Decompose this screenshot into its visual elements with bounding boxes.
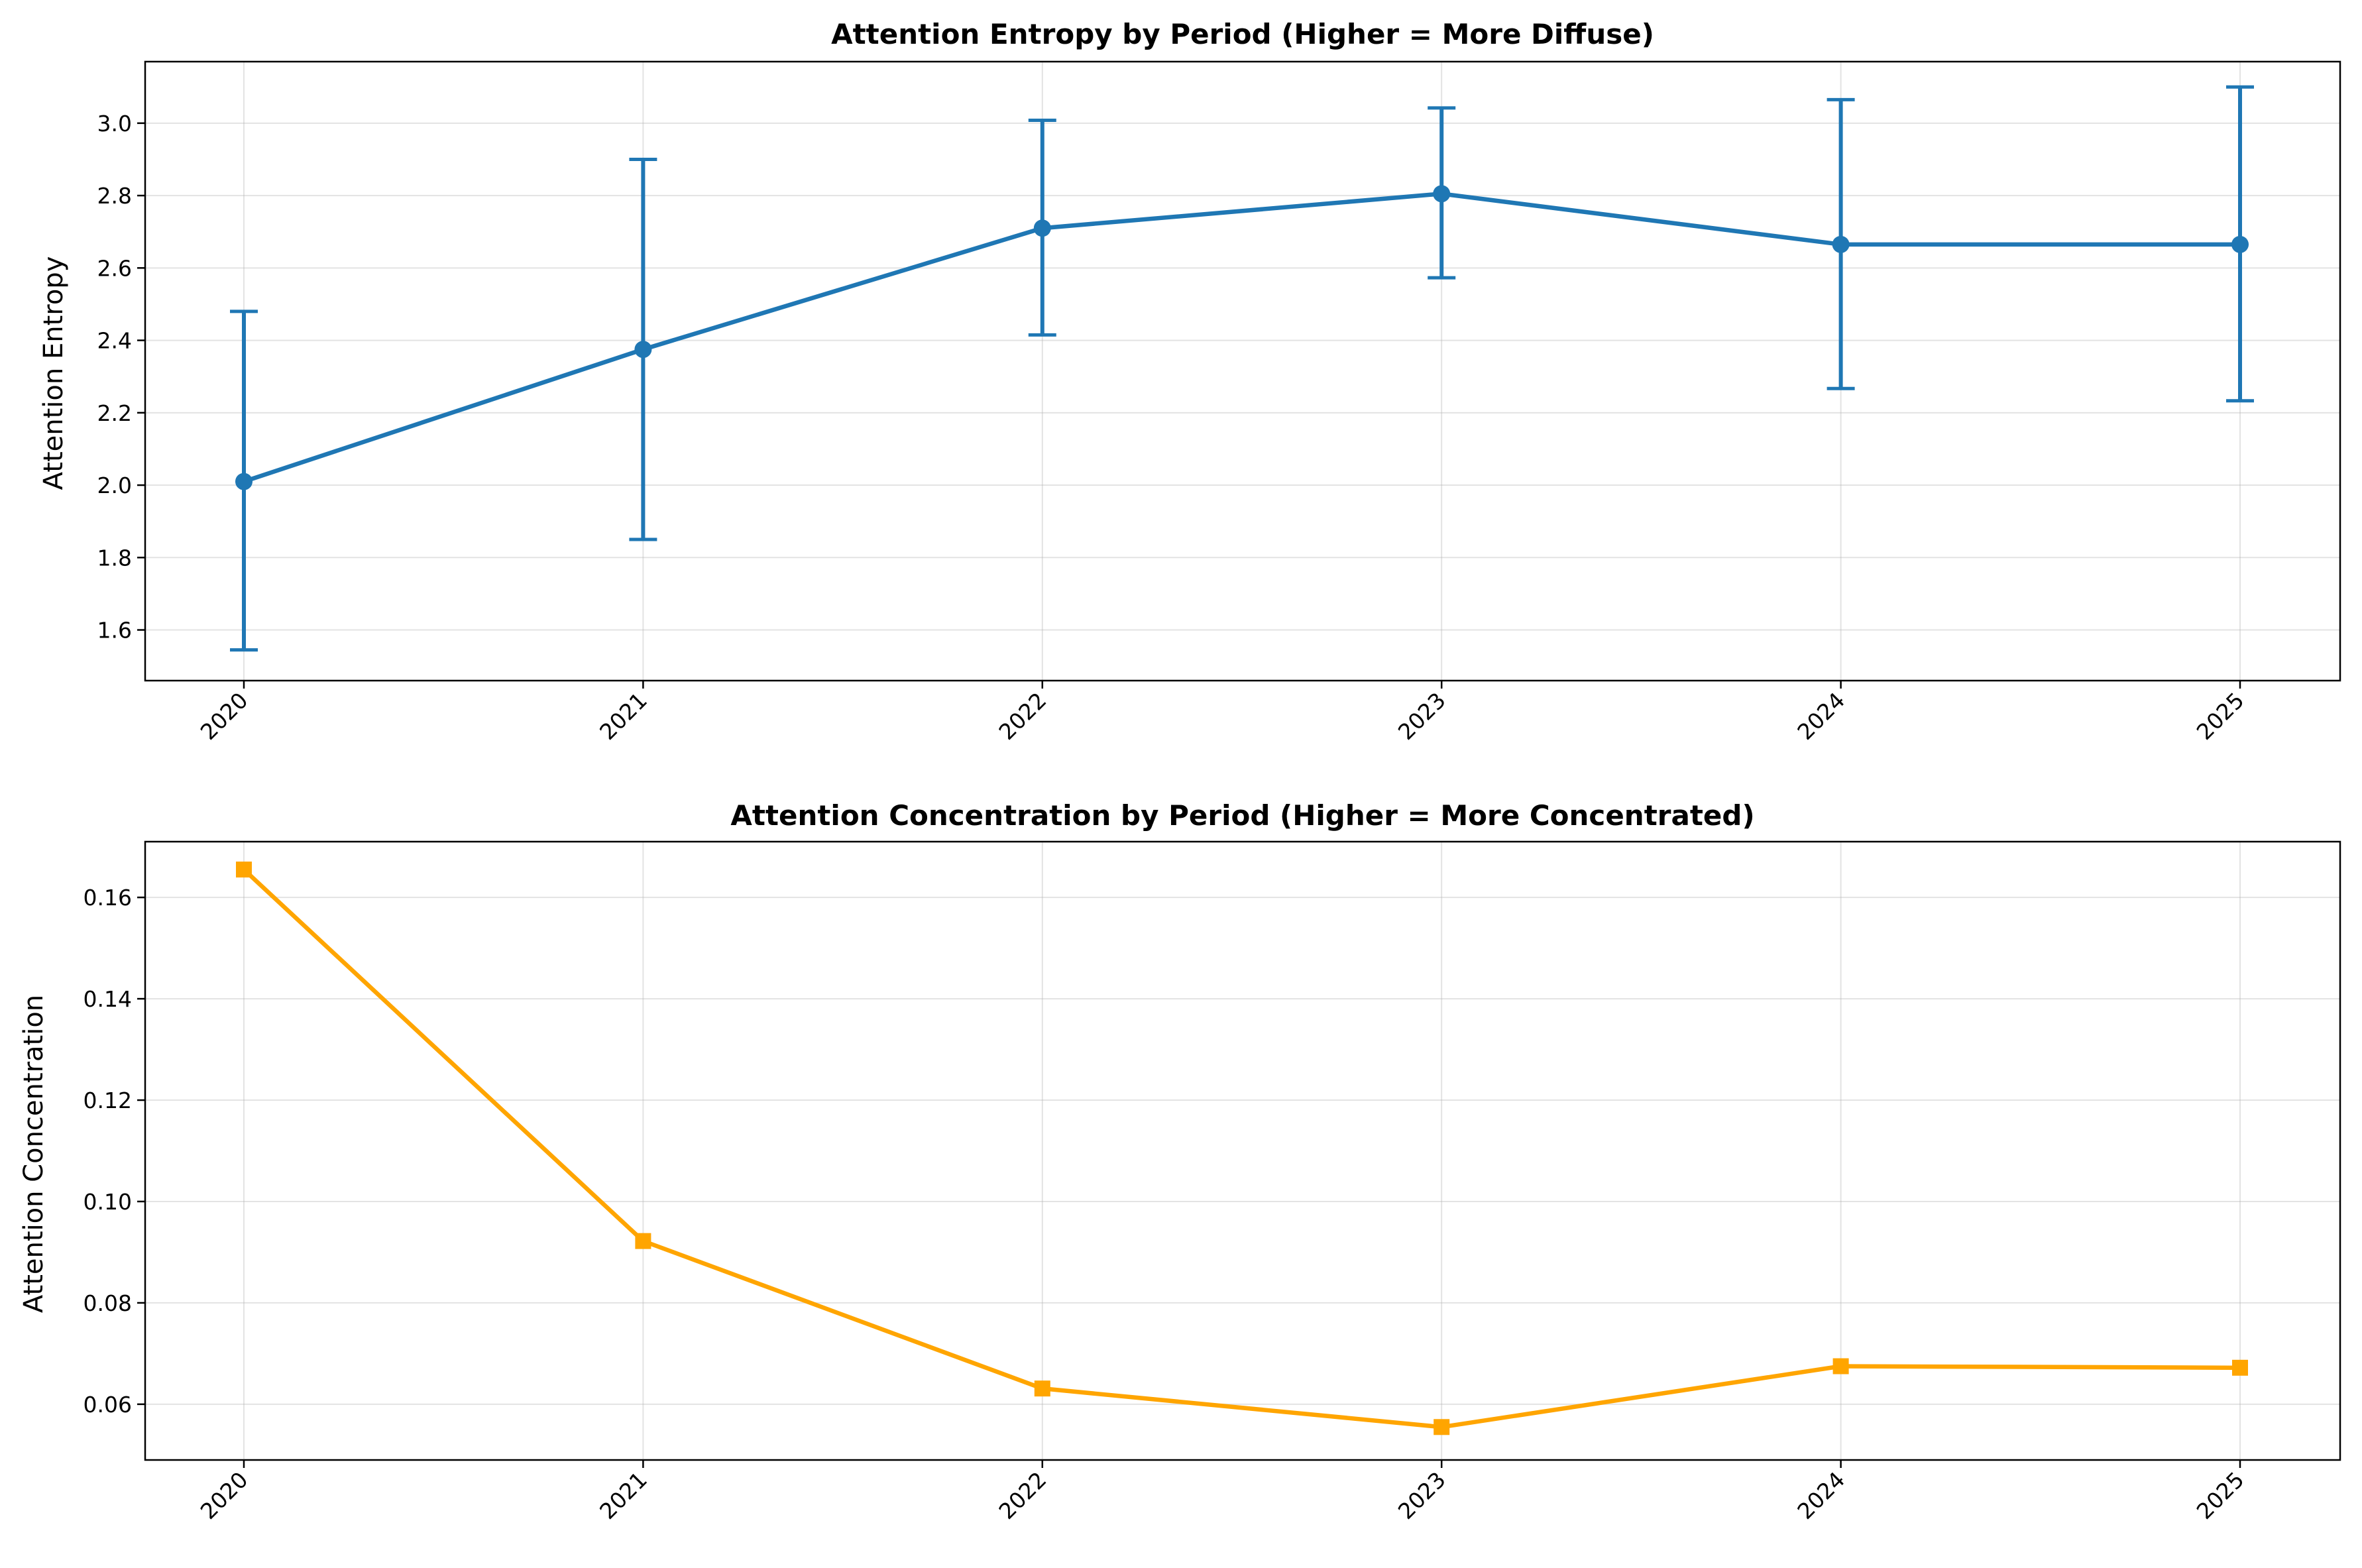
concentration-x-tick-label: 2023 <box>1393 1467 1451 1524</box>
entropy-data-point <box>634 341 652 359</box>
concentration-axis-ticks: 2020 2021 2022 2023 2024 2025 0.06 0.08 0.10 0.12… <box>84 885 2249 1524</box>
concentration-y-tick-label: 0.10 <box>84 1189 132 1215</box>
concentration-x-tick-label: 2020 <box>196 1467 253 1524</box>
concentration-x-tick-label: 2021 <box>594 1467 652 1524</box>
entropy-x-tick-label: 2022 <box>993 687 1051 745</box>
concentration-series-line <box>242 868 2241 1429</box>
entropy-data-point <box>235 473 253 490</box>
concentration-data-point <box>635 1233 651 1249</box>
concentration-data-point <box>2232 1359 2248 1376</box>
entropy-y-axis-label: Attention Entropy <box>38 256 69 490</box>
entropy-y-tick-label: 2.6 <box>97 255 132 281</box>
entropy-y-tick-label: 1.6 <box>97 618 132 644</box>
entropy-plot-area <box>230 85 2254 652</box>
entropy-x-tick-label: 2020 <box>196 687 253 745</box>
entropy-data-point <box>1433 185 1451 203</box>
concentration-data-point <box>1832 1358 1849 1374</box>
entropy-chart-title: Attention Entropy by Period (Higher = Mo… <box>831 18 1654 50</box>
concentration-y-tick-label: 0.06 <box>84 1392 132 1418</box>
entropy-chart-panel: Attention Entropy by Period (Higher = Mo… <box>38 18 2341 745</box>
entropy-gridlines <box>145 62 2340 681</box>
entropy-y-tick-label: 2.0 <box>97 473 132 498</box>
concentration-y-tick-label: 0.08 <box>84 1290 132 1316</box>
entropy-y-tick-label: 2.4 <box>97 328 132 354</box>
entropy-y-tick-label: 2.2 <box>97 400 132 426</box>
concentration-axes-frame <box>144 840 2341 1461</box>
entropy-x-tick-label: 2025 <box>2192 687 2249 745</box>
concentration-data-point <box>236 862 252 878</box>
concentration-x-tick-label: 2022 <box>993 1467 1051 1524</box>
entropy-series-line <box>243 192 2240 484</box>
concentration-y-tick-label: 0.14 <box>84 986 132 1012</box>
entropy-x-tick-label: 2021 <box>594 687 652 745</box>
concentration-chart-panel: Attention Concentration by Period (Highe… <box>19 799 2341 1524</box>
concentration-data-point <box>1034 1380 1050 1397</box>
entropy-axis-ticks: 2020 2021 2022 2023 2024 2025 1.6 1.8 2.0 2.2 2.4 2… <box>97 111 2249 745</box>
entropy-x-tick-label: 2023 <box>1393 687 1451 745</box>
entropy-axes-frame <box>144 60 2341 682</box>
concentration-data-point <box>1434 1419 1450 1435</box>
entropy-data-point <box>1832 235 1850 253</box>
concentration-x-tick-label: 2025 <box>2192 1467 2249 1524</box>
concentration-plot-area <box>236 862 2248 1435</box>
entropy-y-tick-label: 1.8 <box>97 545 132 571</box>
entropy-data-point <box>1033 219 1051 237</box>
concentration-gridlines <box>145 842 2340 1460</box>
concentration-chart-title: Attention Concentration by Period (Highe… <box>730 799 1754 832</box>
entropy-y-tick-label: 3.0 <box>97 111 132 137</box>
concentration-y-tick-label: 0.16 <box>84 885 132 911</box>
entropy-data-point <box>2231 235 2249 253</box>
entropy-x-tick-label: 2024 <box>1792 687 1850 745</box>
concentration-x-tick-label: 2024 <box>1792 1467 1850 1524</box>
concentration-y-axis-label: Attention Concentration <box>19 995 49 1313</box>
concentration-y-tick-label: 0.12 <box>84 1088 132 1113</box>
entropy-y-tick-label: 2.8 <box>97 183 132 209</box>
